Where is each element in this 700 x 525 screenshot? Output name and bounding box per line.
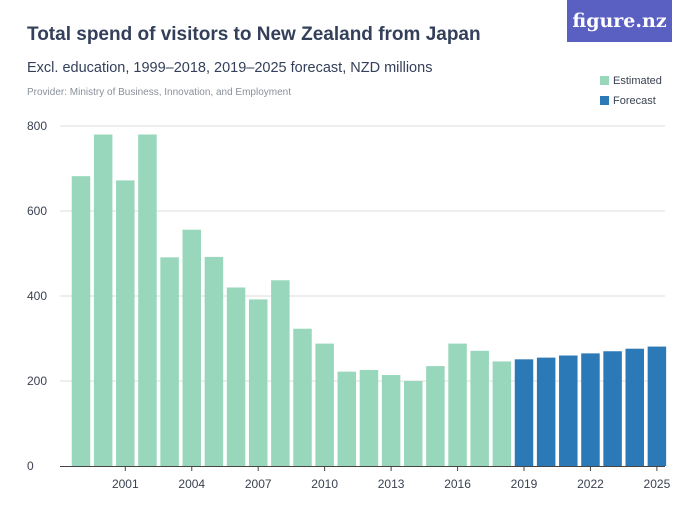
chart-title: Total spend of visitors to New Zealand f… (27, 24, 481, 45)
x-tick-label: 2004 (178, 477, 205, 491)
bar-2021[interactable] (559, 355, 578, 467)
chart-subtitle: Excl. education, 1999–2018, 2019–2025 fo… (27, 60, 433, 76)
x-tick-label: 2025 (644, 477, 671, 491)
bar-2007[interactable] (248, 299, 268, 466)
data-provider: Provider: Ministry of Business, Innovati… (27, 87, 292, 98)
legend-swatch-estimated (600, 76, 609, 85)
bar-2025[interactable] (647, 346, 667, 466)
bar-2006[interactable] (226, 287, 246, 467)
bar-2020[interactable] (536, 357, 556, 466)
x-tick-label: 2016 (444, 477, 471, 491)
bar-2012[interactable] (359, 369, 379, 466)
y-tick-label: 800 (27, 119, 47, 133)
bar-2004[interactable] (182, 229, 202, 466)
legend-item-forecast[interactable]: Forecast (600, 94, 662, 107)
bar-2005[interactable] (204, 256, 224, 466)
bar-2014[interactable] (404, 381, 423, 466)
legend-swatch-forecast (600, 96, 609, 105)
x-tick-label: 2001 (112, 477, 139, 491)
figure-nz-logo[interactable]: figure.nz (567, 0, 672, 42)
x-tick-label: 2007 (245, 477, 272, 491)
x-tick-label: 2013 (378, 477, 405, 491)
bar-1999[interactable] (71, 176, 91, 466)
bar-2017[interactable] (470, 350, 489, 466)
bar-2013[interactable] (381, 375, 401, 466)
y-axis-ticks: 0 200 400 600 800 (27, 119, 47, 473)
x-axis-ticks: 2001 2004 2007 2010 2013 2016 2019 2022 2025 (112, 466, 671, 491)
y-tick-label: 600 (27, 204, 47, 218)
bar-2015[interactable] (426, 366, 445, 466)
logo-text: figure.nz (572, 10, 667, 32)
legend-label-estimated: Estimated (613, 74, 662, 87)
bar-2018[interactable] (492, 361, 512, 466)
x-tick-label: 2010 (311, 477, 338, 491)
bar-2010[interactable] (315, 343, 334, 466)
bars (71, 134, 667, 467)
bar-2024[interactable] (625, 348, 645, 466)
y-tick-label: 200 (27, 374, 47, 388)
bar-2023[interactable] (603, 351, 622, 466)
bar-2008[interactable] (271, 280, 290, 466)
x-tick-label: 2022 (577, 477, 604, 491)
bar-2000[interactable] (93, 134, 113, 467)
bar-2022[interactable] (581, 353, 600, 466)
bar-2003[interactable] (160, 257, 179, 466)
y-tick-label: 400 (27, 289, 47, 303)
legend-item-estimated[interactable]: Estimated (600, 74, 662, 87)
bar-2016[interactable] (448, 343, 467, 466)
x-tick-label: 2019 (511, 477, 538, 491)
legend: Estimated Forecast (600, 75, 662, 115)
bar-2002[interactable] (138, 134, 157, 467)
bar-2009[interactable] (293, 328, 312, 466)
legend-label-forecast: Forecast (613, 94, 656, 107)
bar-2019[interactable] (514, 359, 534, 466)
bar-2011[interactable] (337, 371, 357, 466)
y-tick-label: 0 (27, 459, 34, 473)
bar-2001[interactable] (116, 180, 135, 466)
